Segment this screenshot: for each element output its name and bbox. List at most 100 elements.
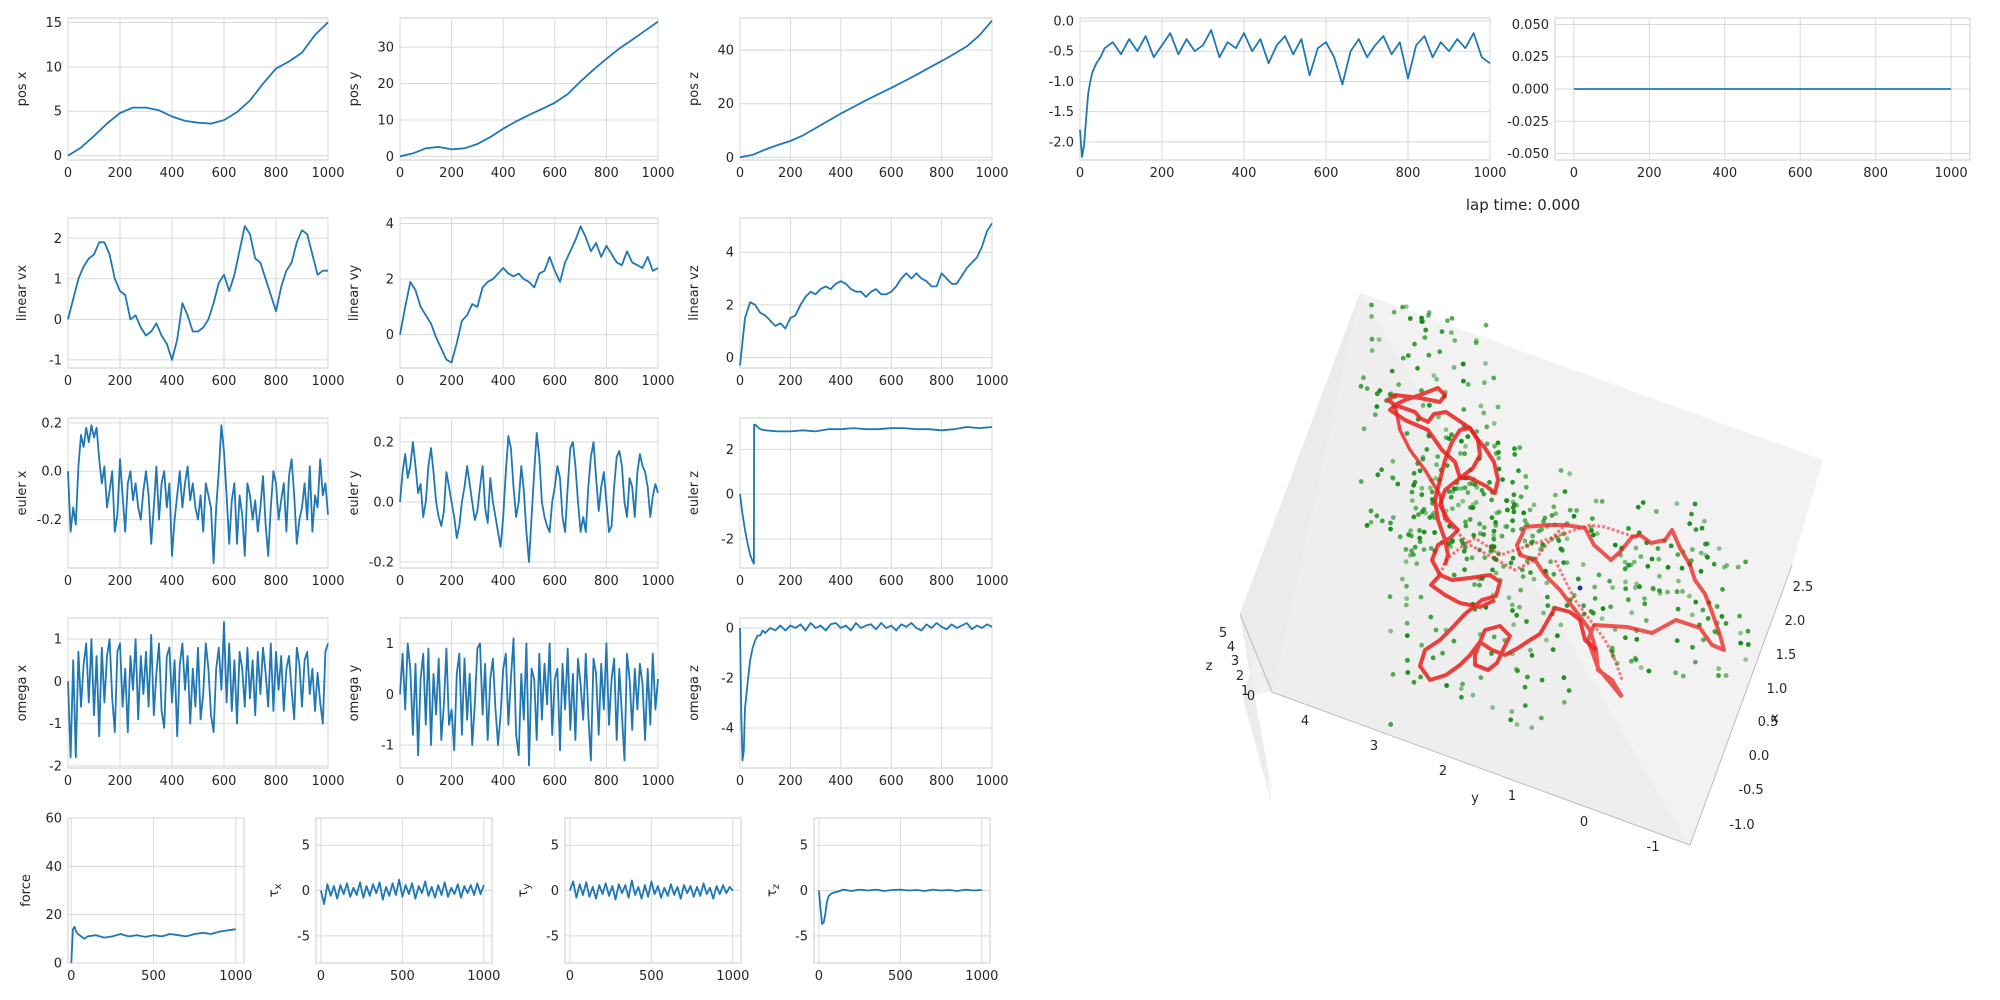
gate-point — [1388, 520, 1393, 526]
y-tick-label: -0.5 — [1049, 45, 1074, 60]
gate-point — [1581, 603, 1586, 609]
trajectory-3d-plot: 43210-1y2.52.01.51.00.50.0-0.5-1.0x54321… — [1206, 293, 1823, 855]
gate-point — [1496, 455, 1502, 461]
y-tick-label: 0 — [386, 328, 394, 343]
gate-point — [1528, 570, 1533, 575]
gate-point — [1369, 348, 1375, 353]
y-tick-label: -2.0 — [1049, 135, 1074, 150]
gate-point — [1473, 340, 1479, 346]
gate-point — [1530, 533, 1535, 539]
gate-point — [1458, 486, 1464, 491]
gate-point — [1444, 463, 1450, 468]
y-tick-label: 0.0 — [1053, 15, 1074, 30]
y-tick-label: 5 — [302, 839, 310, 854]
gate-point — [1628, 562, 1634, 568]
gate-point — [1622, 559, 1628, 565]
gate-point — [1629, 610, 1634, 616]
axes-frame — [739, 617, 993, 769]
gate-point — [1491, 544, 1497, 550]
z3d-tick-label: 0 — [1247, 689, 1255, 704]
gate-point — [1403, 547, 1409, 552]
gate-point — [1477, 521, 1482, 527]
gate-point — [1465, 382, 1471, 387]
z3d-tick-label: 2 — [1236, 669, 1244, 684]
gate-point — [1413, 505, 1419, 511]
y-tick-label: -4 — [721, 722, 734, 737]
gate-point — [1374, 404, 1380, 409]
axes-frame — [67, 217, 329, 369]
gate-point — [1420, 456, 1426, 462]
gate-point — [1426, 313, 1431, 318]
gate-point — [1523, 474, 1529, 479]
x-tick-label: 0 — [396, 774, 404, 789]
gate-point — [1500, 477, 1505, 482]
gate-point — [1400, 576, 1405, 582]
gate-point — [1544, 580, 1550, 586]
gate-point — [1738, 630, 1743, 636]
gate-point — [1428, 614, 1434, 620]
x-tick-label: 800 — [594, 574, 619, 589]
gate-point — [1540, 544, 1546, 549]
lap-time-label: lap time: 0.000 — [1466, 196, 1580, 214]
gate-point — [1487, 480, 1492, 485]
axes-frame — [67, 17, 329, 161]
gate-point — [1510, 505, 1516, 510]
x3d-tick-label: 2.5 — [1793, 580, 1814, 595]
gate-point — [1421, 547, 1427, 552]
gate-point — [1467, 481, 1473, 487]
gate-point — [1493, 570, 1499, 576]
x-tick-label: 0 — [64, 574, 72, 589]
gate-point — [1564, 560, 1570, 565]
gate-point — [1539, 677, 1545, 683]
gate-point — [1638, 665, 1644, 670]
gate-point — [1376, 337, 1382, 342]
gate-point — [1404, 583, 1409, 589]
data-line — [67, 225, 328, 361]
gate-point — [1520, 574, 1526, 579]
gate-point — [1529, 725, 1535, 731]
y-tick-label: -0.050 — [1507, 147, 1549, 162]
gate-point — [1536, 528, 1542, 534]
gate-point — [1464, 556, 1470, 562]
gate-point — [1508, 560, 1514, 566]
x3d-tick-label: 1.0 — [1767, 682, 1788, 697]
x-tick-label: 1000 — [1473, 166, 1506, 181]
y-axis-label: force — [19, 874, 34, 907]
gate-point — [1484, 441, 1490, 447]
gate-point — [1496, 509, 1502, 515]
y-tick-label: 5 — [54, 105, 62, 120]
y-tick-label: 0.025 — [1512, 50, 1549, 65]
axes-frame — [1079, 17, 1491, 161]
gate-point — [1451, 572, 1457, 578]
gate-point — [1657, 573, 1662, 579]
x-tick-label: 400 — [828, 574, 853, 589]
x-tick-label: 1000 — [975, 774, 1008, 789]
gate-point — [1467, 517, 1473, 522]
y-tick-label: 60 — [45, 812, 62, 827]
y-tick-label: -1 — [49, 717, 62, 732]
gate-point — [1443, 427, 1449, 433]
x-tick-label: 800 — [594, 374, 619, 389]
x-tick-label: 0 — [736, 574, 744, 589]
gate-point — [1592, 596, 1598, 601]
subplot: 0 200 400 600 800 1000 0.0 -0.5 -1.0 -1.5 -2.0 — [1049, 15, 1507, 181]
gate-point — [1633, 585, 1638, 591]
x-tick-label: 0 — [396, 574, 404, 589]
x-tick-label: 200 — [778, 374, 803, 389]
gate-point — [1531, 502, 1537, 508]
y-tick-label: 0 — [800, 884, 808, 899]
gate-point — [1458, 451, 1463, 456]
gate-point — [1701, 637, 1706, 643]
gate-point — [1459, 438, 1464, 444]
gate-point — [1522, 518, 1528, 523]
gate-point — [1419, 315, 1424, 321]
gate-point — [1650, 585, 1656, 591]
subplot: 0 200 400 600 800 1000 4 2 0 linear vz — [687, 217, 1009, 389]
gate-point — [1680, 673, 1686, 679]
x-tick-label: 400 — [1712, 166, 1737, 181]
y-axis-label: pos y — [347, 71, 362, 106]
gate-point — [1553, 492, 1558, 498]
gate-point — [1456, 502, 1461, 508]
y3d-tick-label: 3 — [1370, 739, 1378, 754]
gate-point — [1472, 582, 1477, 587]
